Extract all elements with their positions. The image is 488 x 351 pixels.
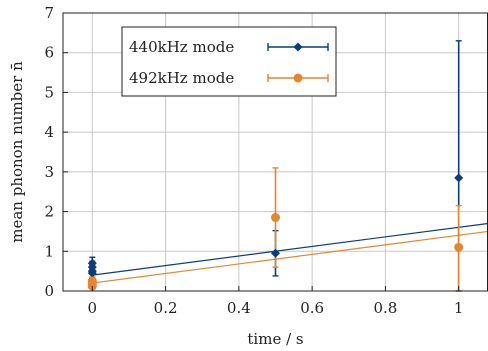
data-point — [271, 213, 280, 222]
y-tick-label: 6 — [44, 44, 54, 62]
x-tick-label: 0.8 — [373, 299, 397, 317]
data-point — [454, 173, 463, 182]
data-point — [454, 243, 463, 252]
x-tick-label: 0.4 — [227, 299, 251, 317]
y-tick-label: 7 — [44, 4, 54, 22]
fit-lines — [92, 223, 488, 283]
legend-label: 440kHz mode — [129, 38, 234, 56]
fit-line — [92, 231, 488, 283]
x-tick-label: 0.6 — [300, 299, 324, 317]
legend-label: 492kHz mode — [129, 69, 234, 87]
x-tick-label: 1 — [454, 299, 464, 317]
x-axis-label: time / s — [247, 330, 303, 348]
legend: 440kHz mode 492kHz mode — [122, 27, 336, 96]
x-tick-label: 0 — [88, 299, 98, 317]
y-tick-label: 3 — [44, 163, 54, 181]
y-axis-label: mean phonon number n̄ — [8, 61, 26, 243]
y-tick-label: 1 — [44, 242, 54, 260]
y-tick-label: 0 — [44, 282, 54, 300]
y-tick-label: 2 — [44, 203, 54, 221]
y-tick-label: 4 — [44, 123, 54, 141]
data-point — [271, 249, 280, 258]
fit-line — [92, 223, 488, 275]
legend-marker — [294, 74, 303, 83]
y-tick-label: 5 — [44, 83, 54, 101]
x-tick-label: 0.2 — [154, 299, 178, 317]
